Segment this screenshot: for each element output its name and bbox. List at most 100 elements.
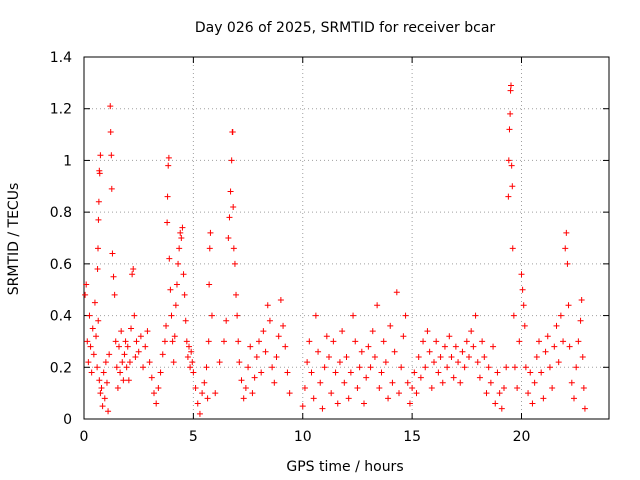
data-point-marker <box>396 390 402 397</box>
data-point-marker <box>119 359 126 366</box>
data-point-marker <box>177 229 184 236</box>
data-point-marker <box>428 384 435 391</box>
data-point-marker <box>88 369 95 376</box>
data-point-marker <box>85 359 92 366</box>
data-point-marker <box>413 390 420 397</box>
data-point-marker <box>509 183 516 190</box>
data-point-marker <box>249 390 256 397</box>
data-point-marker <box>441 343 448 350</box>
data-point-marker <box>356 364 363 371</box>
data-point-marker <box>387 322 394 329</box>
data-point-marker <box>227 188 234 195</box>
data-point-marker <box>121 351 128 358</box>
data-point-marker <box>161 338 168 345</box>
data-point-marker <box>326 353 332 360</box>
data-point-marker <box>542 348 549 355</box>
data-point-marker <box>361 400 367 407</box>
data-point-marker <box>525 390 532 397</box>
data-point-marker <box>196 410 203 417</box>
data-point-marker <box>226 214 233 221</box>
data-point-marker <box>566 343 573 350</box>
data-point-marker <box>114 384 121 391</box>
data-point-marker <box>266 317 273 324</box>
data-point-marker <box>529 400 536 407</box>
data-point-marker <box>365 343 372 350</box>
data-point-marker <box>380 338 387 345</box>
data-point-marker <box>189 359 196 366</box>
data-point-marker <box>225 235 232 241</box>
data-point-marker <box>321 364 328 371</box>
data-point-marker <box>94 266 101 273</box>
data-point-marker <box>184 353 191 360</box>
data-point-marker <box>221 338 227 345</box>
data-point-marker <box>562 245 569 252</box>
data-point-marker <box>223 317 230 324</box>
data-point-marker <box>332 369 339 376</box>
data-point-marker <box>137 333 144 340</box>
data-point-marker <box>122 338 129 345</box>
data-point-marker <box>579 353 586 360</box>
data-point-marker <box>560 338 567 345</box>
data-point-marker <box>165 154 172 161</box>
data-point-marker <box>173 281 180 288</box>
data-point-marker <box>91 299 98 306</box>
data-point-marker <box>533 353 540 360</box>
data-point-marker <box>374 302 381 309</box>
data-point-marker <box>180 271 187 278</box>
data-point-marker <box>233 291 240 298</box>
data-point-marker <box>400 333 407 340</box>
data-point-marker <box>553 322 560 329</box>
data-point-marker <box>505 193 512 200</box>
data-point-marker <box>165 162 172 169</box>
y-tick-label: 0 <box>63 412 72 428</box>
data-point-marker <box>369 328 376 335</box>
data-point-marker <box>172 302 179 309</box>
data-point-marker <box>194 400 201 407</box>
data-point-marker <box>251 374 258 381</box>
data-point-marker <box>415 353 422 360</box>
data-point-marker <box>521 322 528 329</box>
data-point-marker <box>212 390 219 397</box>
data-point-marker <box>536 338 542 345</box>
data-point-marker <box>367 364 374 371</box>
data-point-marker <box>238 377 245 384</box>
data-point-marker <box>378 369 385 376</box>
data-point-marker <box>100 369 107 376</box>
data-point-marker <box>426 348 433 355</box>
data-point-marker <box>479 338 486 345</box>
data-point-marker <box>87 343 94 350</box>
data-point-marker <box>90 351 97 358</box>
data-point-marker <box>304 359 311 366</box>
data-point-marker <box>230 203 237 210</box>
data-point-marker <box>496 390 503 397</box>
data-point-marker <box>110 273 117 280</box>
data-point-marker <box>199 390 206 397</box>
data-point-marker <box>273 353 280 360</box>
data-point-marker <box>518 271 525 278</box>
data-point-marker <box>95 317 102 324</box>
data-point-marker <box>466 353 472 360</box>
data-point-marker <box>306 338 313 345</box>
data-point-marker <box>142 343 149 350</box>
data-point-marker <box>99 403 106 410</box>
data-point-marker <box>540 395 547 402</box>
data-point-marker <box>402 312 409 319</box>
data-point-marker <box>229 128 236 135</box>
data-point-marker <box>260 328 267 335</box>
data-point-marker <box>546 364 553 371</box>
data-point-marker <box>125 377 132 384</box>
data-point-marker <box>163 322 170 329</box>
data-point-marker <box>508 82 514 89</box>
data-point-marker <box>95 245 101 252</box>
data-point-marker <box>424 328 431 335</box>
data-point-marker <box>343 353 350 360</box>
data-point-marker <box>312 312 319 319</box>
data-point-marker <box>319 405 326 412</box>
data-point-marker <box>468 328 475 335</box>
data-point-marker <box>461 364 468 371</box>
data-point-marker <box>166 255 173 262</box>
data-point-marker <box>507 110 514 117</box>
data-point-marker <box>506 126 513 133</box>
data-point-marker <box>376 384 383 391</box>
data-point-marker <box>236 359 243 366</box>
